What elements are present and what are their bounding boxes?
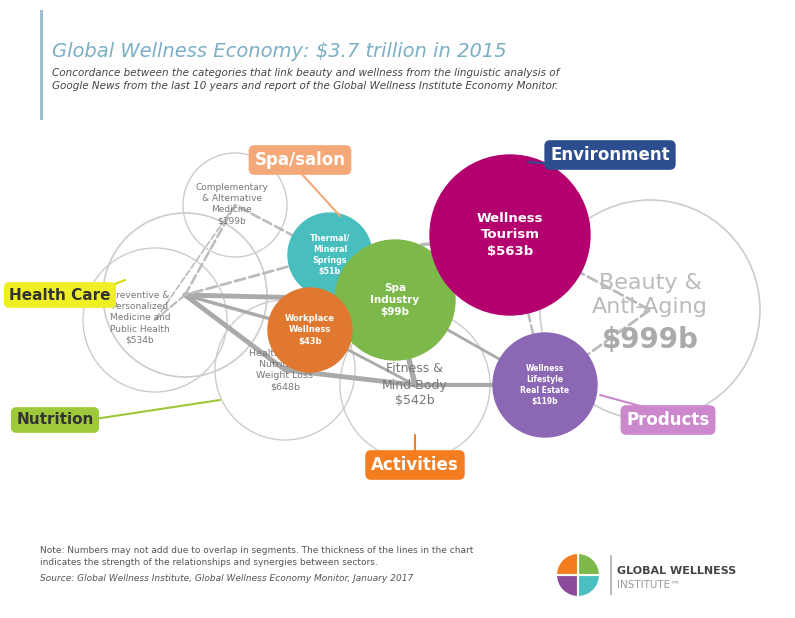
Text: Preventive &
Personalized
Medicine and
Public Health
$534b: Preventive & Personalized Medicine and P…: [110, 291, 170, 345]
Text: Products: Products: [626, 411, 710, 429]
Ellipse shape: [430, 155, 590, 315]
Text: Activities: Activities: [371, 456, 459, 474]
Text: Nutrition: Nutrition: [17, 412, 94, 428]
Text: Fitness &
Mind-Body
$542b: Fitness & Mind-Body $542b: [382, 363, 448, 407]
Text: Wellness
Tourism
$563b: Wellness Tourism $563b: [477, 213, 543, 258]
Text: Complementary
& Alternative
Medicine
$199b: Complementary & Alternative Medicine $19…: [196, 183, 269, 225]
Ellipse shape: [288, 213, 372, 297]
Text: Source: Global Wellness Institute, Global Wellness Economy Monitor, January 2017: Source: Global Wellness Institute, Globa…: [40, 574, 413, 583]
Text: Wellness
Lifestyle
Real Estate
$119b: Wellness Lifestyle Real Estate $119b: [521, 364, 569, 406]
Wedge shape: [578, 575, 600, 597]
Text: GLOBAL WELLNESS: GLOBAL WELLNESS: [617, 566, 736, 576]
Text: Note: Numbers may not add due to overlap in segments. The thickness of the lines: Note: Numbers may not add due to overlap…: [40, 546, 473, 567]
Text: Spa/salon: Spa/salon: [254, 151, 346, 169]
Text: Concordance between the categories that link beauty and wellness from the lingui: Concordance between the categories that …: [52, 68, 559, 91]
Wedge shape: [556, 575, 578, 597]
Text: Spa
Industry
$99b: Spa Industry $99b: [370, 282, 420, 318]
Text: Health Care: Health Care: [10, 287, 111, 302]
Ellipse shape: [493, 333, 597, 437]
Text: $999b: $999b: [602, 326, 699, 354]
Text: Thermal/
Mineral
Springs
$51b: Thermal/ Mineral Springs $51b: [310, 234, 350, 276]
Wedge shape: [578, 553, 600, 575]
Bar: [40, 10, 43, 120]
Bar: [610, 555, 611, 595]
Text: Environment: Environment: [550, 146, 670, 164]
Wedge shape: [556, 553, 578, 575]
Text: Global Wellness Economy: $3.7 trillion in 2015: Global Wellness Economy: $3.7 trillion i…: [52, 42, 506, 61]
Text: INSTITUTE™: INSTITUTE™: [617, 580, 681, 590]
Text: Workplace
Wellness
$43b: Workplace Wellness $43b: [285, 315, 335, 345]
Ellipse shape: [335, 240, 455, 360]
Text: Beauty &
Anti-Aging: Beauty & Anti-Aging: [592, 273, 708, 318]
Ellipse shape: [268, 288, 352, 372]
Text: Healthy Eating,
Nutrition &
Weight Loss
$648b: Healthy Eating, Nutrition & Weight Loss …: [249, 349, 321, 391]
